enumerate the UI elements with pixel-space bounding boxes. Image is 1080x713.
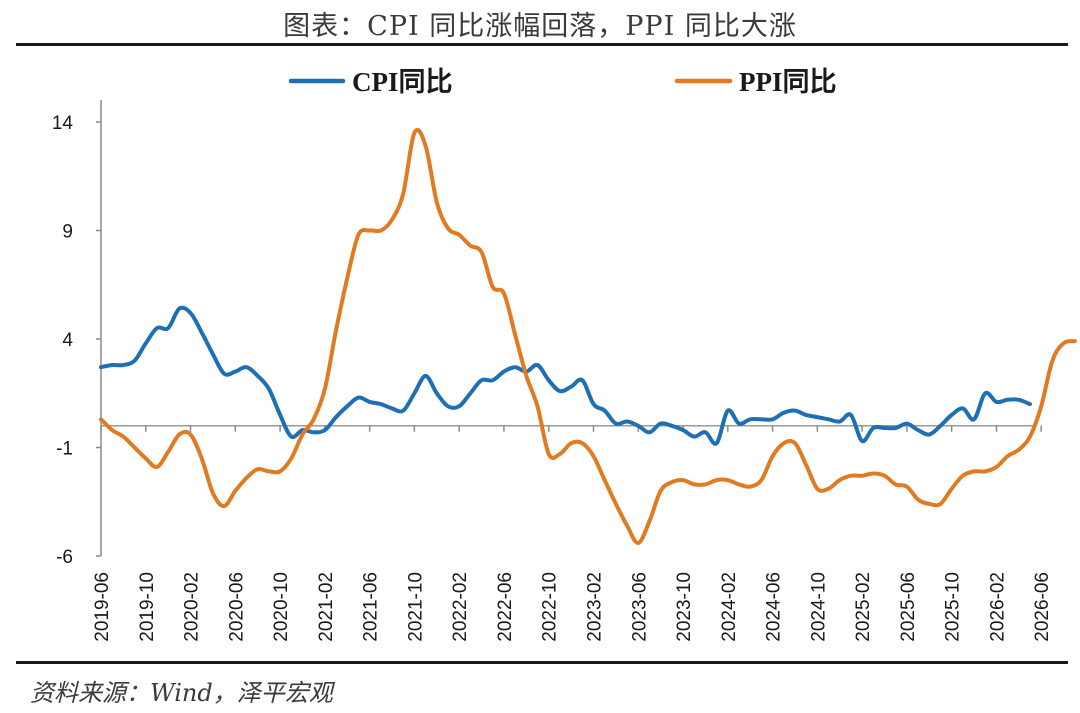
bottom-rule	[16, 661, 1068, 664]
x-tick-label: 2020-02	[182, 572, 203, 642]
x-tick-label: 2022-06	[495, 572, 516, 642]
x-tick-label: 2021-02	[316, 572, 337, 642]
source-note: 资料来源：Wind，泽平宏观	[30, 679, 333, 707]
x-tick-label: 2024-06	[764, 572, 785, 642]
x-tick-label: 2023-10	[674, 572, 695, 642]
x-tick-label: 2019-10	[137, 572, 158, 642]
x-tick-label: 2020-10	[271, 572, 292, 642]
series-lines	[99, 127, 1077, 545]
top-rule	[16, 43, 1068, 46]
x-tick-label: 2026-06	[1032, 572, 1053, 642]
x-tick-label: 2020-06	[226, 572, 247, 642]
y-tick-label: 9	[62, 222, 73, 243]
ppi-series-line	[99, 127, 1077, 545]
x-tick-label: 2021-10	[405, 572, 426, 642]
x-tick-label: 2025-06	[898, 572, 919, 642]
x-tick-label: 2026-02	[987, 572, 1008, 642]
cpi-series-line	[99, 305, 1032, 446]
x-tick-label: 2025-02	[853, 572, 874, 642]
x-tick-label: 2025-10	[943, 572, 964, 642]
x-tick-label: 2023-02	[584, 572, 605, 642]
x-tick-label: 2023-06	[629, 572, 650, 642]
chart-title: 图表：CPI 同比涨幅回落，PPI 同比大涨	[283, 11, 797, 42]
x-tick-label: 2022-02	[450, 572, 471, 642]
x-tick-label: 2022-10	[540, 572, 561, 642]
legend: CPI同比 PPI同比	[288, 67, 837, 97]
x-tick-label: 2019-06	[92, 572, 113, 642]
x-tick-label: 2024-02	[719, 572, 740, 642]
legend-label: PPI同比	[739, 67, 837, 97]
x-tick-label: 2024-10	[808, 572, 829, 642]
axes: 14 9 4 -1 -6 2019-06 2019-10 2020-02 2020-06 2020…	[52, 100, 1053, 642]
y-tick-label: 4	[62, 330, 73, 351]
legend-label: CPI同比	[352, 67, 453, 97]
y-tick-label: 14	[52, 113, 74, 134]
y-tick-label: -6	[56, 547, 73, 568]
x-tick-label: 2021-06	[361, 572, 382, 642]
y-tick-label: -1	[56, 439, 73, 460]
